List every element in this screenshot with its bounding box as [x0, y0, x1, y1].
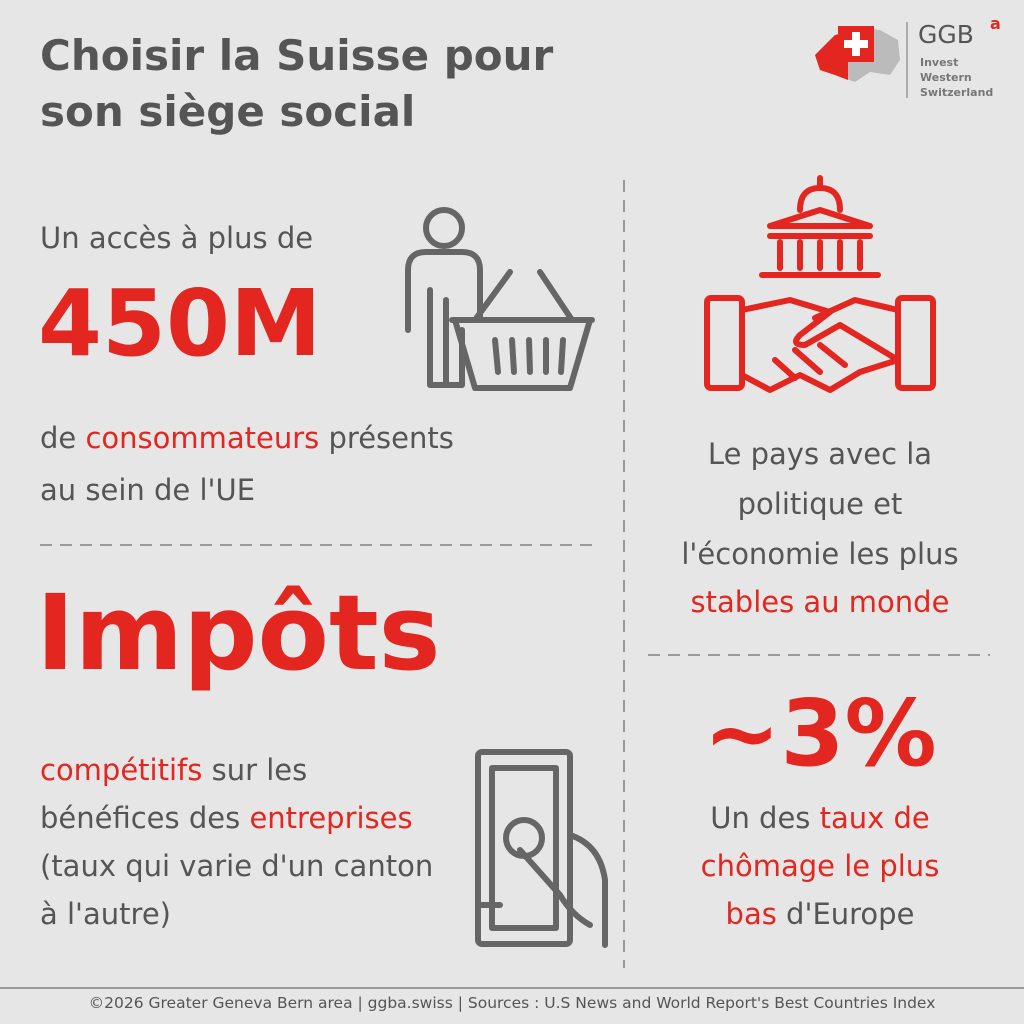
highlight: consommateurs	[85, 421, 320, 455]
stability-line: stables au monde	[650, 578, 990, 626]
market-line: au sein de l'UE	[40, 466, 255, 514]
unemployment-line: Un des taux de	[650, 794, 990, 842]
logo-tagline: Switzerland	[920, 86, 994, 99]
text: politique et	[737, 487, 903, 521]
text: bénéfices des	[40, 801, 250, 835]
taxes-line: compétitifs sur les	[40, 746, 307, 794]
text: présents	[319, 421, 454, 455]
taxes-line: (taux qui varie d'un canton	[40, 842, 433, 890]
highlight: bas	[725, 897, 777, 931]
text: Un des	[710, 801, 820, 835]
stability-line: Le pays avec la	[650, 430, 990, 478]
logo-superscript: a	[990, 14, 1001, 33]
text: Le pays avec la	[707, 437, 933, 471]
highlight: compétitifs	[40, 753, 203, 787]
unemployment-figure: ~3%	[703, 680, 937, 787]
stability-icon	[704, 175, 936, 393]
money-icon	[475, 749, 608, 948]
text: au sein de l'UE	[40, 473, 256, 507]
logo-tagline: Invest	[920, 56, 959, 69]
unemployment-line: chômage le plus	[650, 842, 990, 890]
stability-line: l'économie les plus	[650, 530, 990, 578]
unemployment-line: bas d'Europe	[650, 890, 990, 938]
text: de	[40, 421, 86, 455]
text: (taux qui varie d'un canton	[40, 849, 434, 883]
title: Choisir la Suisse pour son siège social	[40, 31, 554, 136]
taxes-headline: Impôts	[36, 572, 441, 694]
footer-credit: ©2026 Greater Geneva Bern area | ggba.sw…	[88, 994, 936, 1012]
text: à l'autre)	[40, 897, 171, 931]
text: sur les	[202, 753, 308, 787]
taxes-line: à l'autre)	[40, 890, 171, 938]
text: l'économie les plus	[681, 537, 959, 571]
logo-tagline: Western	[920, 71, 972, 84]
text: d'Europe	[776, 897, 915, 931]
market-figure: 450M	[38, 270, 322, 377]
market-intro: Un accès à plus de	[40, 221, 314, 255]
market-line: de consommateurs présents	[40, 414, 454, 462]
highlight: taux de	[819, 801, 930, 835]
consumer-icon	[405, 207, 595, 391]
logo-name: GGB	[918, 20, 974, 49]
highlight: stables au monde	[690, 585, 950, 619]
logo-map	[815, 22, 908, 98]
highlight: entreprises	[249, 801, 413, 835]
stability-line: politique et	[650, 480, 990, 528]
highlight: chômage le plus	[700, 849, 940, 883]
taxes-line: bénéfices des entreprises	[40, 794, 413, 842]
